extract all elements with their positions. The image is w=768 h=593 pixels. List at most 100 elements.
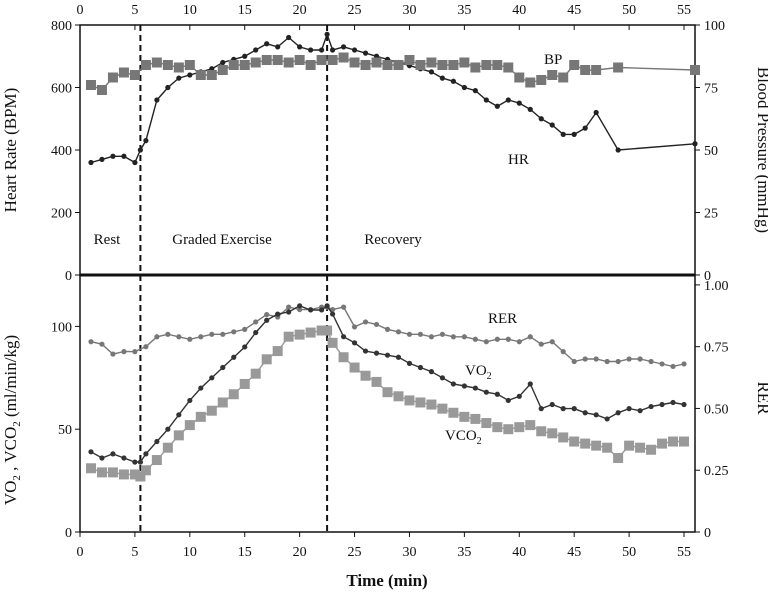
rer-series-point <box>439 331 446 337</box>
bottom-x-tick-label: 25 <box>348 545 362 560</box>
rer-series-point <box>648 358 654 365</box>
rer-series-point <box>417 331 424 337</box>
rer-series-point <box>659 361 665 367</box>
vo2-series-point <box>560 406 566 412</box>
vo2-series-point <box>681 401 687 408</box>
bp-series-point <box>470 62 481 73</box>
vco2-series-point <box>657 438 668 449</box>
hr-axis-tick-label: 400 <box>51 144 72 159</box>
hr-series-point <box>692 141 698 147</box>
hr-series-point <box>439 75 446 81</box>
hr-series-point <box>176 75 182 81</box>
hr-axis-tick-label: 200 <box>51 207 72 222</box>
hr-series-point <box>527 106 533 112</box>
top-x-tick-label: 0 <box>77 3 84 18</box>
vo2-series-point <box>593 412 599 418</box>
vco2-series-point <box>327 337 338 348</box>
top-x-tick-label: 40 <box>512 3 526 18</box>
bp-series-label: BP <box>544 52 562 68</box>
rer-series-point <box>132 349 138 355</box>
bp-series-point <box>448 60 459 70</box>
vco2-series-point <box>239 378 250 389</box>
vco2-series-point <box>316 325 327 336</box>
bp-series-point <box>140 60 151 70</box>
bp-series-point <box>327 55 338 65</box>
vco2-series-point <box>393 391 404 402</box>
vco2-series-point <box>151 455 162 466</box>
vco2-series-point <box>547 428 558 439</box>
rer-series-point <box>604 358 610 365</box>
recovery-label: Recovery <box>364 232 422 248</box>
vco2-series-point <box>261 354 272 365</box>
bp-series-point <box>404 55 415 65</box>
vo2-series-point <box>297 303 303 309</box>
bottom-y-right-label: RER <box>754 381 768 415</box>
hr-series-point <box>275 44 281 50</box>
hr-series-point <box>297 44 303 50</box>
rer-axis-tick-label: 1.00 <box>704 279 729 294</box>
vco2-series-point <box>184 420 195 431</box>
bp-series-point <box>415 60 426 70</box>
vo2-series-point <box>604 416 610 422</box>
rer-axis-tick-label: 0 <box>704 526 711 541</box>
vco2-series-point <box>96 467 107 478</box>
vo2-series-point <box>483 389 489 395</box>
bp-series-point <box>316 55 327 65</box>
vco2-series-point <box>668 436 679 447</box>
vco2-series-point <box>503 424 514 435</box>
bp-series-point <box>613 62 624 73</box>
vo2-series-point <box>516 393 522 399</box>
bottom-panel-frame <box>79 274 696 533</box>
vo2-series-point <box>538 406 544 412</box>
vco2-series-point <box>162 442 173 453</box>
vo2-series-point <box>406 360 413 367</box>
rer-axis-tick-label: 0.25 <box>704 464 729 479</box>
rer-series-point <box>264 311 270 318</box>
vco2-series-point <box>415 397 426 408</box>
vco2-series-point <box>459 411 470 422</box>
bp-series-line <box>90 56 696 91</box>
rest-label: Rest <box>94 232 122 248</box>
rer-series-point <box>340 304 347 310</box>
bp-series-point <box>547 70 558 80</box>
rer-series-point <box>88 339 94 345</box>
vco2-series-point <box>272 346 283 357</box>
rer-series-point <box>297 306 303 313</box>
graded-exercise-label: Graded Exercise <box>172 232 272 248</box>
vco2-series-point <box>322 325 333 336</box>
hr-series-label: HR <box>508 152 529 168</box>
vco2-series-point <box>426 399 437 410</box>
rer-series-point <box>450 334 456 340</box>
bp-series-point <box>492 60 503 70</box>
vo2-series-point <box>494 391 500 397</box>
bp-series-point <box>206 70 217 80</box>
vo2-series-point <box>319 307 325 313</box>
rer-series-point <box>373 321 380 328</box>
vo2-series-point <box>362 348 369 354</box>
rer-series-point <box>406 331 413 337</box>
rer-series-point <box>516 339 522 345</box>
hr-series-point <box>538 116 544 122</box>
vco2-series-point <box>135 471 146 482</box>
bp-axis-tick-label: 100 <box>704 19 725 34</box>
bp-series-point <box>85 80 96 90</box>
vco2-series-point <box>250 368 261 379</box>
rer-series-point <box>121 349 127 355</box>
bp-series-point <box>305 60 316 70</box>
rer-series-point <box>472 336 478 342</box>
vo2-series-point <box>450 381 456 387</box>
vo2-series-point <box>286 309 292 315</box>
hr-series-line <box>90 32 696 164</box>
bottom-x-tick-label: 15 <box>238 545 252 560</box>
rer-series-point <box>527 334 533 340</box>
hr-series-point <box>472 88 478 94</box>
bp-series-point <box>162 60 173 70</box>
bottom-x-tick-label: 10 <box>183 545 197 560</box>
vo2-series-point <box>110 451 116 457</box>
rer-series-point <box>143 344 149 350</box>
rer-series-point <box>428 334 435 340</box>
rer-series-point <box>538 341 544 347</box>
hr-axis-tick-label: 800 <box>51 19 72 34</box>
bp-series-point <box>514 72 525 83</box>
bp-series-point <box>360 60 371 70</box>
